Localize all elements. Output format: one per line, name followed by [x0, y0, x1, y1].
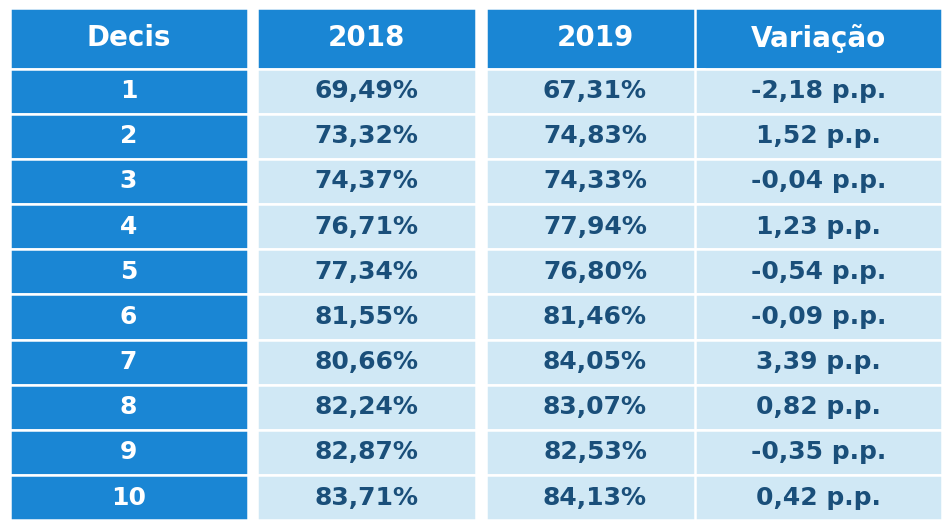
- Text: Variação: Variação: [751, 24, 886, 53]
- FancyBboxPatch shape: [10, 430, 248, 475]
- Text: 77,34%: 77,34%: [314, 260, 419, 284]
- FancyBboxPatch shape: [695, 384, 942, 430]
- Text: 74,83%: 74,83%: [543, 125, 647, 148]
- FancyBboxPatch shape: [10, 384, 248, 430]
- FancyBboxPatch shape: [10, 249, 248, 294]
- FancyBboxPatch shape: [10, 114, 248, 159]
- Text: Decis: Decis: [87, 24, 170, 52]
- FancyBboxPatch shape: [486, 249, 704, 294]
- Text: -0,04 p.p.: -0,04 p.p.: [751, 169, 886, 193]
- Text: 81,46%: 81,46%: [543, 305, 647, 329]
- FancyBboxPatch shape: [10, 159, 248, 204]
- FancyBboxPatch shape: [10, 340, 248, 384]
- Text: 74,33%: 74,33%: [543, 169, 647, 193]
- FancyBboxPatch shape: [695, 8, 942, 69]
- Text: 4: 4: [120, 215, 137, 239]
- Text: 73,32%: 73,32%: [314, 125, 419, 148]
- Text: 0,42 p.p.: 0,42 p.p.: [756, 486, 882, 510]
- FancyBboxPatch shape: [10, 475, 248, 520]
- Text: 77,94%: 77,94%: [543, 215, 647, 239]
- Text: -0,54 p.p.: -0,54 p.p.: [751, 260, 886, 284]
- FancyBboxPatch shape: [257, 294, 476, 340]
- Text: 7: 7: [120, 350, 137, 374]
- Text: 8: 8: [120, 395, 137, 419]
- Text: -0,09 p.p.: -0,09 p.p.: [751, 305, 886, 329]
- FancyBboxPatch shape: [486, 69, 704, 114]
- Text: 2: 2: [120, 125, 137, 148]
- Text: 81,55%: 81,55%: [314, 305, 419, 329]
- FancyBboxPatch shape: [695, 204, 942, 249]
- FancyBboxPatch shape: [257, 430, 476, 475]
- Text: 1,52 p.p.: 1,52 p.p.: [756, 125, 882, 148]
- FancyBboxPatch shape: [257, 114, 476, 159]
- Text: 3: 3: [120, 169, 137, 193]
- Text: 76,80%: 76,80%: [543, 260, 647, 284]
- Text: 2019: 2019: [556, 24, 634, 52]
- Text: 82,24%: 82,24%: [314, 395, 419, 419]
- FancyBboxPatch shape: [486, 114, 704, 159]
- FancyBboxPatch shape: [486, 340, 704, 384]
- Text: 80,66%: 80,66%: [314, 350, 419, 374]
- Text: 9: 9: [120, 440, 137, 464]
- Text: 1,23 p.p.: 1,23 p.p.: [756, 215, 882, 239]
- FancyBboxPatch shape: [695, 430, 942, 475]
- FancyBboxPatch shape: [695, 114, 942, 159]
- FancyBboxPatch shape: [695, 159, 942, 204]
- FancyBboxPatch shape: [257, 69, 476, 114]
- Text: 1: 1: [120, 79, 137, 103]
- FancyBboxPatch shape: [257, 8, 476, 69]
- Text: 84,05%: 84,05%: [543, 350, 647, 374]
- FancyBboxPatch shape: [257, 204, 476, 249]
- FancyBboxPatch shape: [486, 159, 704, 204]
- FancyBboxPatch shape: [257, 475, 476, 520]
- Text: -0,35 p.p.: -0,35 p.p.: [751, 440, 886, 464]
- FancyBboxPatch shape: [486, 204, 704, 249]
- FancyBboxPatch shape: [257, 249, 476, 294]
- FancyBboxPatch shape: [695, 340, 942, 384]
- Text: 5: 5: [120, 260, 137, 284]
- FancyBboxPatch shape: [486, 384, 704, 430]
- FancyBboxPatch shape: [257, 159, 476, 204]
- Text: 82,87%: 82,87%: [314, 440, 419, 464]
- FancyBboxPatch shape: [486, 8, 704, 69]
- Text: 67,31%: 67,31%: [543, 79, 647, 103]
- Text: -2,18 p.p.: -2,18 p.p.: [751, 79, 886, 103]
- FancyBboxPatch shape: [10, 8, 248, 69]
- FancyBboxPatch shape: [10, 294, 248, 340]
- Text: 83,07%: 83,07%: [543, 395, 647, 419]
- FancyBboxPatch shape: [486, 430, 704, 475]
- Text: 84,13%: 84,13%: [543, 486, 647, 510]
- FancyBboxPatch shape: [257, 384, 476, 430]
- FancyBboxPatch shape: [486, 294, 704, 340]
- FancyBboxPatch shape: [695, 69, 942, 114]
- FancyBboxPatch shape: [695, 294, 942, 340]
- Text: 74,37%: 74,37%: [314, 169, 419, 193]
- Text: 2018: 2018: [327, 24, 406, 52]
- Text: 10: 10: [111, 486, 146, 510]
- FancyBboxPatch shape: [257, 340, 476, 384]
- FancyBboxPatch shape: [486, 475, 704, 520]
- Text: 69,49%: 69,49%: [314, 79, 419, 103]
- Text: 82,53%: 82,53%: [543, 440, 647, 464]
- FancyBboxPatch shape: [695, 249, 942, 294]
- FancyBboxPatch shape: [10, 204, 248, 249]
- Text: 3,39 p.p.: 3,39 p.p.: [756, 350, 882, 374]
- FancyBboxPatch shape: [695, 475, 942, 520]
- Text: 6: 6: [120, 305, 137, 329]
- FancyBboxPatch shape: [10, 69, 248, 114]
- Text: 76,71%: 76,71%: [314, 215, 419, 239]
- Text: 0,82 p.p.: 0,82 p.p.: [756, 395, 882, 419]
- Text: 83,71%: 83,71%: [314, 486, 419, 510]
